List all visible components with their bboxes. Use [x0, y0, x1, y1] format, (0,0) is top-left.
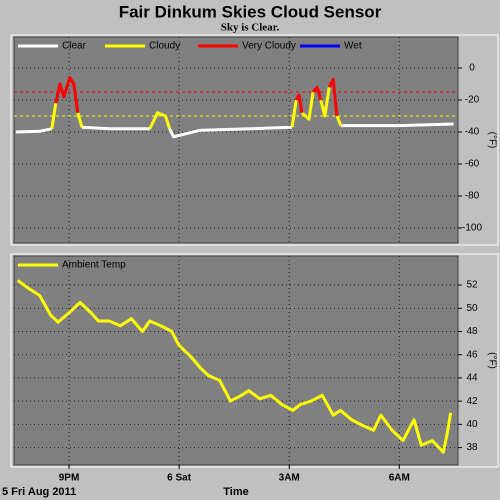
x-tick-label: 9PM — [59, 473, 80, 484]
data-line — [15, 122, 454, 139]
legend-label: Very Cloudy — [242, 41, 296, 52]
chart-title: Fair Dinkum Skies Cloud Sensor — [119, 2, 382, 21]
y-tick-label: 42 — [466, 396, 478, 407]
x-tick-label: 6AM — [389, 473, 410, 484]
y-tick-label: -20 — [465, 95, 480, 106]
legend-label: Cloudy — [149, 41, 180, 52]
y-tick-label: -100 — [462, 223, 482, 234]
plot-area — [13, 255, 459, 466]
y-tick-label: 48 — [466, 326, 478, 337]
data-line — [50, 86, 343, 130]
date-label: 5 Fri Aug 2011 — [2, 486, 76, 498]
y-tick-label: -40 — [465, 127, 480, 138]
plot-area — [13, 36, 459, 244]
x-tick-label: 6 Sat — [167, 473, 192, 484]
data-line — [16, 279, 453, 454]
chart-subtitle: Sky is Clear. — [221, 22, 280, 34]
legend-label: Wet — [344, 41, 362, 52]
x-tick-label: 3AM — [279, 473, 300, 484]
y-tick-label: 44 — [466, 373, 478, 384]
y-tick-label: 52 — [466, 280, 478, 291]
y-tick-label: -80 — [465, 191, 480, 202]
legend-label: Clear — [62, 41, 87, 52]
y-axis-title: (°F) — [486, 352, 497, 369]
y-tick-label: 46 — [466, 349, 478, 360]
legend-label: Ambient Temp — [62, 260, 126, 271]
y-axis-title: (°F) — [486, 132, 497, 149]
y-tick-label: 40 — [466, 419, 478, 430]
y-tick-label: 50 — [466, 303, 478, 314]
data-line — [54, 76, 339, 117]
y-tick-label: 38 — [466, 442, 478, 453]
y-tick-label: -60 — [465, 159, 480, 170]
y-tick-label: 0 — [469, 63, 475, 74]
x-axis-title: Time — [223, 486, 248, 498]
